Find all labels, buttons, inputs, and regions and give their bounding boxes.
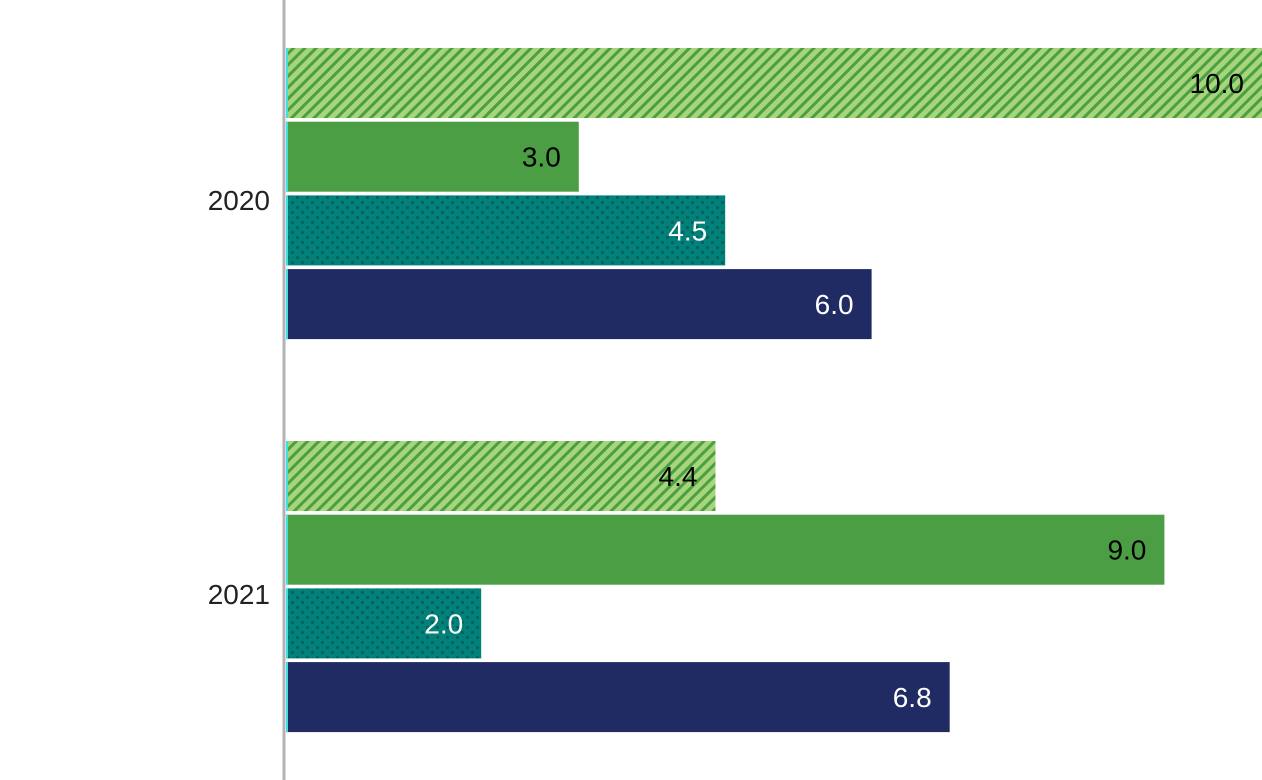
bar-2021-series-2 [286, 514, 1165, 585]
bar-base-edge [286, 514, 288, 585]
data-label-2020-series-3: 4.5 [668, 215, 707, 246]
bar-base-edge [286, 269, 288, 340]
bar-base-edge [286, 195, 288, 266]
data-label-2020-series-2: 3.0 [522, 142, 561, 173]
bar-2020-series-2 [286, 121, 579, 192]
bar-base-edge [286, 121, 288, 192]
bar-2021-series-3 [286, 588, 482, 659]
bar-base-edge [286, 48, 288, 118]
bar-2020-series-1 [286, 48, 1262, 118]
data-label-2021-series-4: 6.8 [893, 682, 932, 713]
bar-2021-series-1 [286, 441, 716, 511]
data-label-2021-series-2: 9.0 [1107, 535, 1146, 566]
bar-2020-series-4 [286, 269, 872, 340]
category-label-2021: 2021 [208, 579, 270, 610]
data-label-2021-series-1: 4.4 [659, 461, 698, 492]
category-label-2020: 2020 [208, 185, 270, 216]
bar-2021-series-4 [286, 662, 950, 733]
bar-base-edge [286, 662, 288, 733]
bar-base-edge [286, 441, 288, 511]
bar-2020-series-3 [286, 195, 726, 266]
data-label-2020-series-4: 6.0 [815, 289, 854, 320]
data-label-2021-series-3: 2.0 [424, 608, 463, 639]
bar-base-edge [286, 588, 288, 659]
data-label-2020-series-1: 10.0 [1190, 68, 1245, 99]
